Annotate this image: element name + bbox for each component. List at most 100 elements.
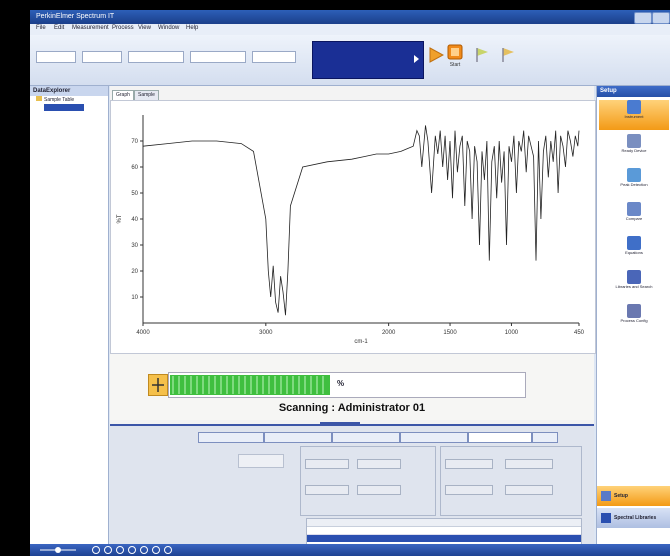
settings-tab-5[interactable]: [468, 432, 532, 443]
spectrum-graph[interactable]: 10 20 30 40 50 60 70 4000 3000 2000 1500 1000 450 %T c…: [110, 100, 596, 354]
restore-defaults-button[interactable]: [238, 454, 284, 468]
setup-item-instrument[interactable]: Instrument: [599, 100, 669, 130]
toolbar-input-3[interactable]: [128, 51, 184, 63]
x-tick-label: 3000: [259, 330, 273, 336]
progress-unit: %: [337, 379, 345, 388]
list-row[interactable]: [307, 527, 581, 535]
stop-icon: [447, 44, 463, 60]
chevron-right-icon[interactable]: [414, 55, 419, 63]
setup-section-icon: [601, 490, 611, 501]
list-row-selected[interactable]: [307, 535, 581, 542]
toolbar: Start: [30, 35, 670, 86]
y-axis-label: %T: [117, 214, 123, 223]
setup-item-label: Instrument: [624, 114, 644, 119]
toolbar-input-1[interactable]: [36, 51, 76, 63]
settings-group-right: [440, 446, 582, 516]
y-tick-label: 20: [131, 269, 138, 275]
zoom-slider-handle[interactable]: [55, 547, 61, 553]
zoom-button-3[interactable]: [116, 546, 124, 554]
setup-section-button[interactable]: Setup: [597, 486, 670, 506]
settings-input-7[interactable]: [445, 485, 493, 495]
status-bar: [30, 544, 670, 556]
data-explorer-panel: DataExplorer Sample Table: [30, 86, 109, 544]
main-area: Graph Sample Table 102030405060704000300…: [110, 86, 596, 548]
settings-tab-2[interactable]: [264, 432, 332, 443]
title-bar: PerkinElmer Spectrum IT: [30, 10, 670, 24]
peak-detection-icon: [627, 168, 641, 182]
x-tick-label: 1500: [443, 330, 457, 336]
equations-icon: [627, 236, 641, 250]
process-config-icon: [627, 304, 641, 318]
instrument-icon: [627, 100, 641, 114]
settings-input-4[interactable]: [357, 485, 401, 495]
x-axis-label: cm-1: [354, 339, 368, 345]
settings-panel: [110, 422, 594, 548]
menu-edit[interactable]: Edit: [54, 25, 65, 31]
setup-item-peak-detection[interactable]: Peak Detection: [599, 168, 669, 198]
spectral-libraries-button[interactable]: Spectral Libraries: [597, 508, 670, 528]
setup-item-equations[interactable]: Equations: [599, 236, 669, 266]
splitter-handle[interactable]: [320, 422, 360, 426]
setup-item-compare[interactable]: Compare: [599, 202, 669, 232]
spectrum-chart: 10 20 30 40 50 60 70 4000 3000 2000 1500 1000 450 %T c…: [117, 115, 585, 345]
setup-item-label: Peak Detection: [620, 182, 648, 187]
y-tick-label: 40: [131, 217, 138, 223]
setup-item-label: Ready Device: [621, 148, 647, 153]
toolbar-input-2[interactable]: [82, 51, 122, 63]
scan-progress-bar: %: [168, 372, 526, 398]
y-tick-label: 30: [131, 243, 138, 249]
compare-icon: [627, 202, 641, 216]
data-explorer-title: DataExplorer: [30, 86, 108, 96]
menu-file[interactable]: File: [36, 25, 46, 31]
zoom-button-2[interactable]: [104, 546, 112, 554]
toolbar-input-4[interactable]: [190, 51, 246, 63]
scan-flag-icon[interactable]: [474, 47, 490, 63]
libraries-icon: [627, 270, 641, 284]
start-button[interactable]: Start: [446, 44, 464, 74]
setup-item-libraries-and-search[interactable]: Libraries and Search: [599, 270, 669, 300]
settings-input-5[interactable]: [445, 459, 493, 469]
zoom-button-6[interactable]: [152, 546, 160, 554]
x-tick-label: 1000: [505, 330, 519, 336]
menu-process[interactable]: Process: [112, 25, 134, 31]
y-tick-label: 50: [131, 191, 138, 197]
tree-item-selected[interactable]: [36, 104, 108, 114]
setup-item-ready-device[interactable]: Ready Device: [599, 134, 669, 164]
y-tick-label: 60: [131, 165, 138, 171]
spectrum-line: [142, 125, 580, 316]
minimize-button[interactable]: [634, 12, 652, 24]
menu-measurement[interactable]: Measurement: [72, 25, 109, 31]
background-flag-icon[interactable]: [500, 47, 516, 63]
settings-input-8[interactable]: [505, 485, 553, 495]
settings-input-1[interactable]: [305, 459, 349, 469]
tree-item-sample-table[interactable]: Sample Table: [36, 96, 108, 104]
setup-item-process-config[interactable]: Process Config: [599, 304, 669, 334]
settings-tab-3[interactable]: [332, 432, 400, 443]
settings-input-6[interactable]: [505, 459, 553, 469]
menu-help[interactable]: Help: [186, 25, 199, 31]
settings-tab-1[interactable]: [198, 432, 264, 443]
zoom-button-7[interactable]: [164, 546, 172, 554]
library-icon: [601, 512, 611, 523]
settings-tab-4[interactable]: [400, 432, 468, 443]
zoom-button-5[interactable]: [140, 546, 148, 554]
menu-view[interactable]: View: [138, 25, 151, 31]
window-title: PerkinElmer Spectrum IT: [36, 13, 115, 20]
y-tick-label: 70: [131, 139, 138, 145]
zoom-button-1[interactable]: [92, 546, 100, 554]
setup-item-label: Process Config: [620, 318, 648, 323]
data-explorer-tree: Sample Table: [30, 96, 108, 114]
play-icon[interactable]: [428, 47, 444, 63]
toolbar-input-5[interactable]: [252, 51, 296, 63]
progress-fill: [170, 375, 330, 395]
settings-input-3[interactable]: [305, 485, 349, 495]
menu-window[interactable]: Window: [158, 25, 180, 31]
settings-group-left: [300, 446, 436, 516]
close-button[interactable]: [652, 12, 670, 24]
zoom-button-4[interactable]: [128, 546, 136, 554]
settings-input-2[interactable]: [357, 459, 401, 469]
settings-tab-6[interactable]: [532, 432, 558, 443]
folder-icon: [36, 96, 42, 101]
toolbar-field-5: [252, 43, 296, 63]
instrument-status-panel: [312, 41, 424, 79]
